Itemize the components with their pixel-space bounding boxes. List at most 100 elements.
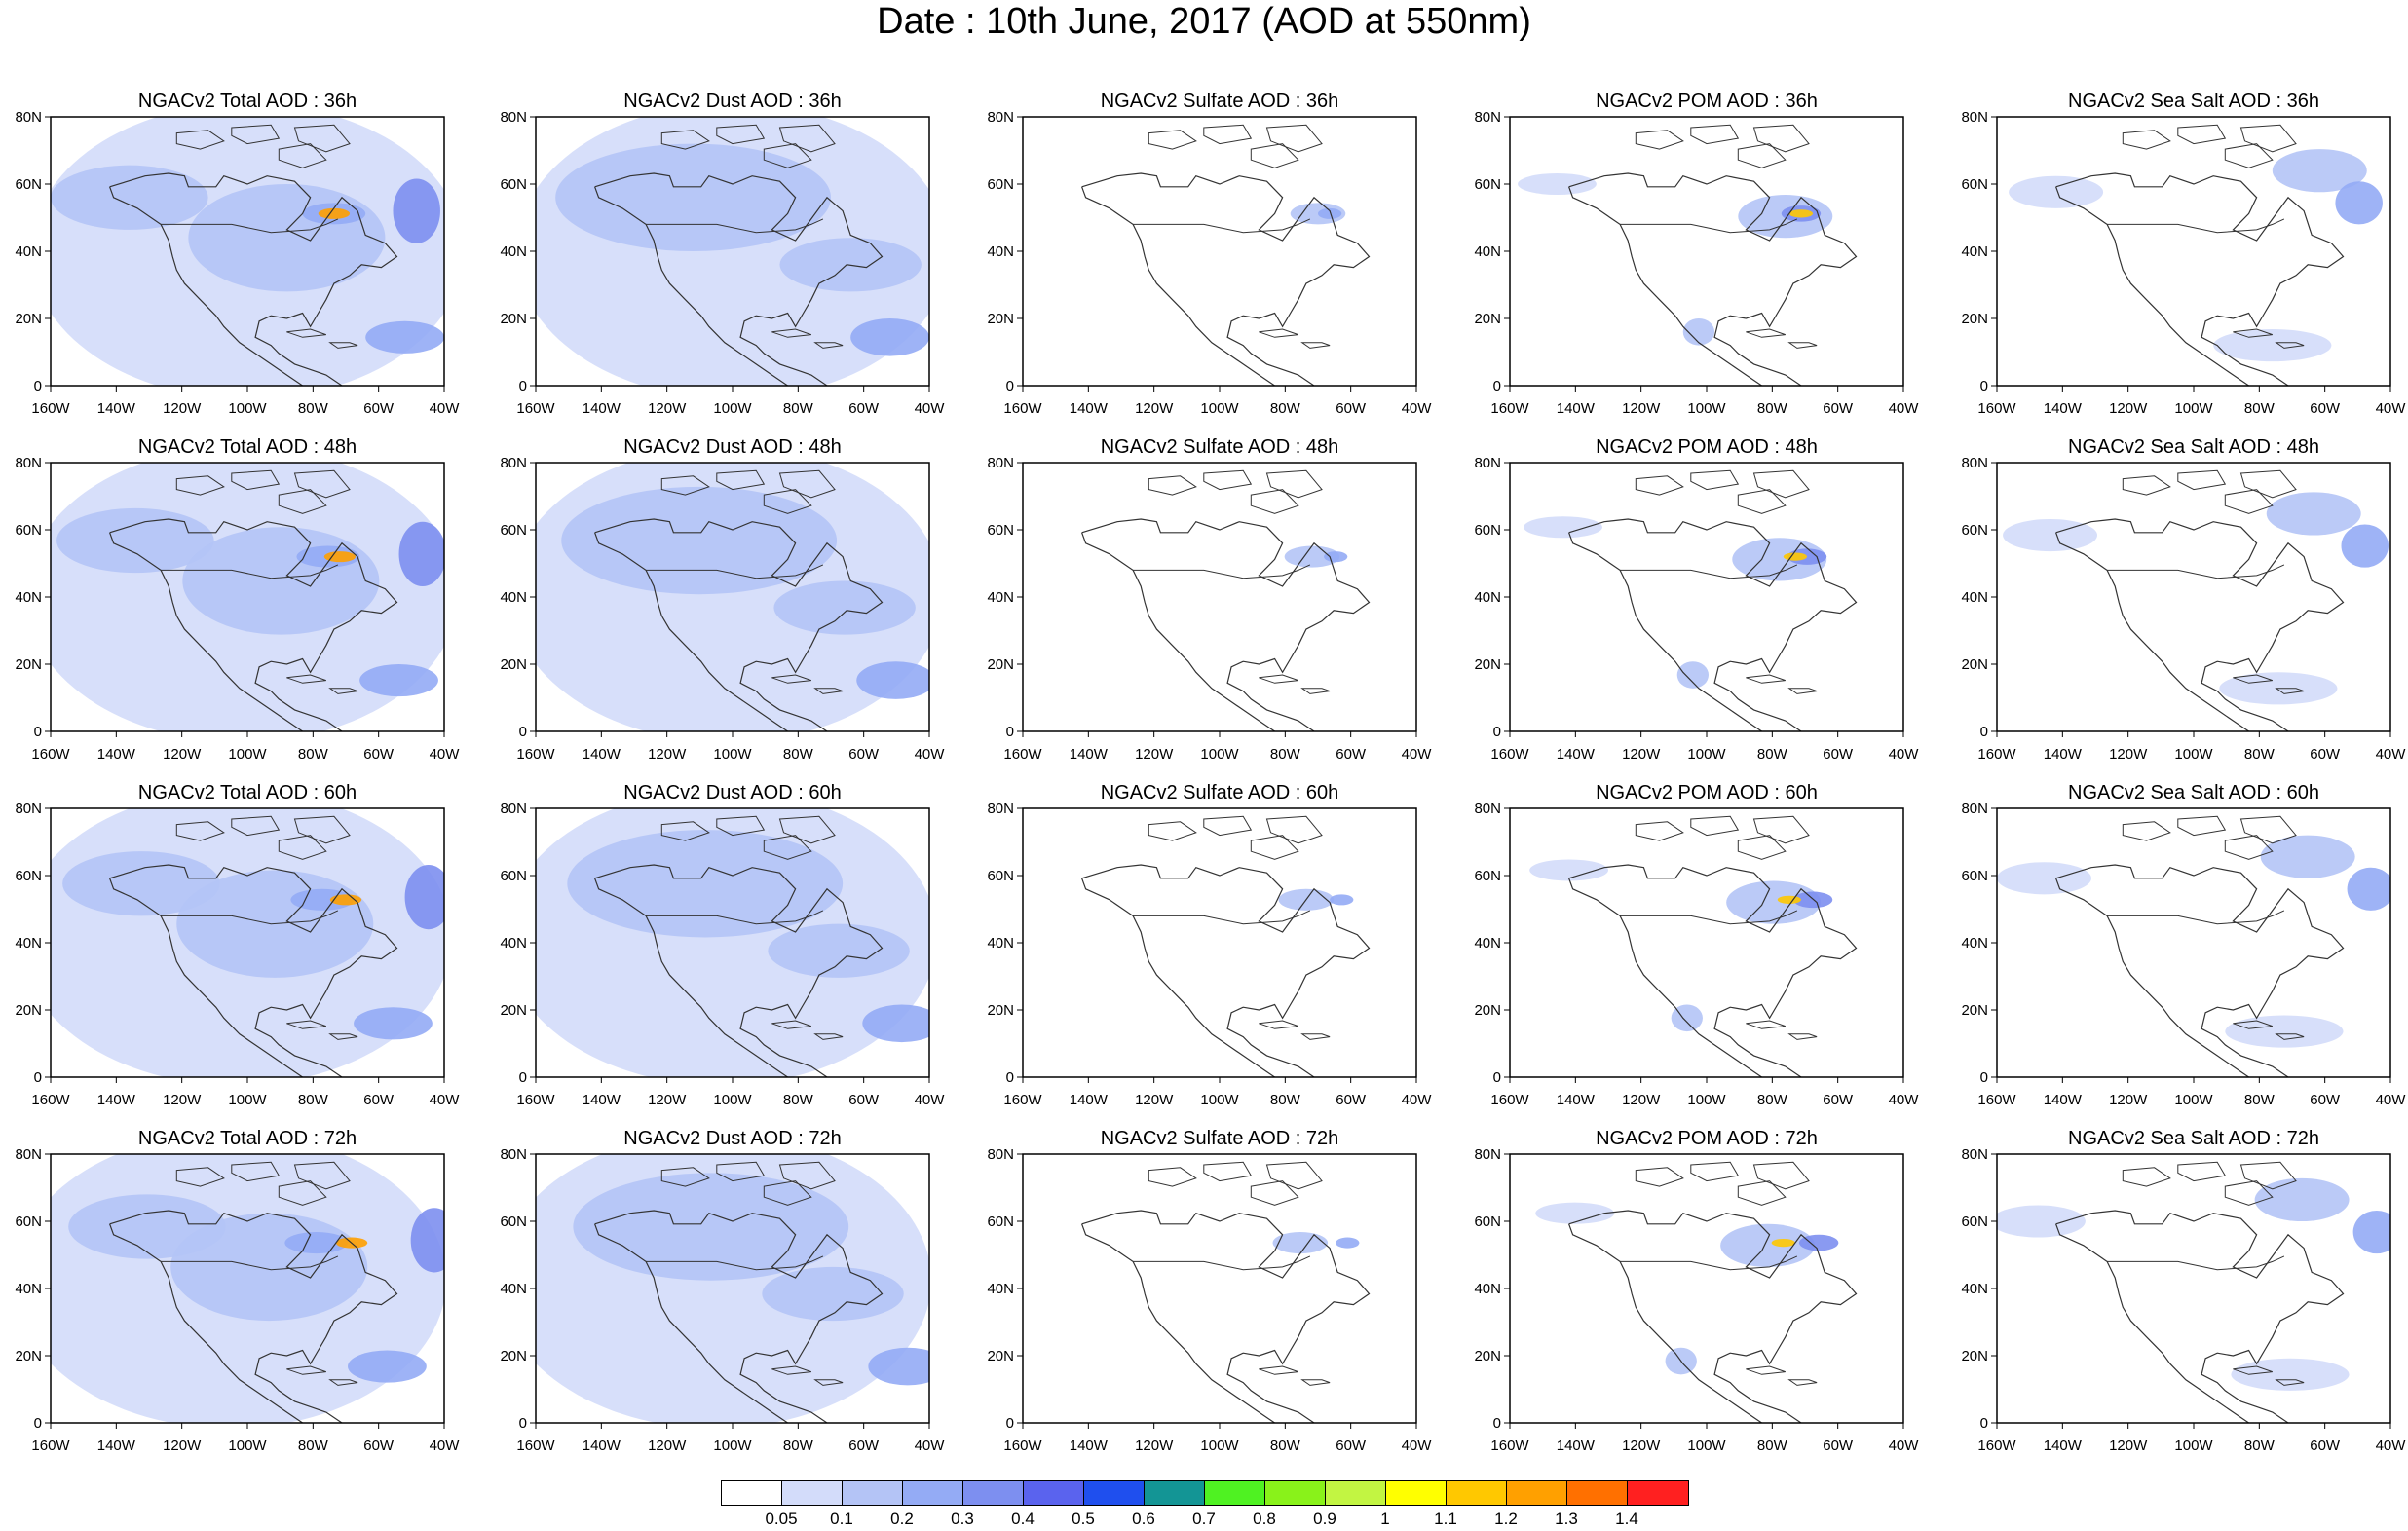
lat-tick-label: 0	[1493, 1069, 1501, 1086]
panel-title: NGACv2 Sulfate AOD : 60h	[1101, 782, 1339, 803]
aod-shading	[1783, 552, 1808, 561]
aod-shading	[1518, 172, 1597, 196]
aod-shading	[410, 1208, 444, 1273]
lat-tick-label: 0	[1006, 1069, 1014, 1086]
aod-shading	[1535, 1202, 1615, 1224]
island-outline	[1148, 821, 1197, 841]
island-outline	[175, 475, 225, 496]
lon-tick-label: 160W	[31, 746, 70, 763]
aod-shading	[1726, 880, 1822, 924]
lon-tick-label: 140W	[1070, 746, 1109, 763]
lon-tick-label: 60W	[2310, 1092, 2341, 1108]
aod-shading	[573, 1173, 849, 1281]
lat-tick-label: 60N	[987, 176, 1014, 193]
island-outline	[716, 124, 766, 145]
lon-tick-label: 140W	[1070, 1092, 1109, 1108]
aod-shading	[768, 923, 910, 978]
island-outline	[1752, 124, 1810, 153]
island-outline	[1746, 328, 1786, 338]
lon-tick-label: 160W	[1003, 1092, 1042, 1108]
island-outline	[1250, 835, 1299, 860]
coastline	[2055, 1210, 2345, 1423]
lon-tick-label: 100W	[2174, 746, 2213, 763]
lon-tick-label: 100W	[713, 746, 752, 763]
aerosol-field	[536, 117, 929, 386]
aod-shading	[567, 830, 844, 938]
country-border	[1133, 218, 1311, 234]
colorbar-label: 0.3	[951, 1510, 974, 1528]
map-panel: NGACv2 Sea Salt AOD : 72h 80N 60N 40N 20N 0 16…	[1961, 1128, 2406, 1454]
lon-tick-label: 80W	[2244, 1092, 2276, 1108]
lon-tick-label: 140W	[583, 1092, 621, 1108]
island-outline	[286, 328, 326, 338]
lon-tick-label: 160W	[1490, 746, 1529, 763]
aod-shading	[1788, 209, 1814, 218]
lat-tick-label: 0	[1006, 1415, 1014, 1432]
lon-tick-label: 40W	[430, 1438, 461, 1454]
island-outline	[660, 1167, 710, 1187]
lat-tick-label: 0	[34, 378, 42, 394]
colorbar-box	[1084, 1481, 1145, 1505]
lon-tick-label: 160W	[1977, 1092, 2016, 1108]
island-outline	[1259, 674, 1298, 684]
lon-tick-label: 120W	[648, 1092, 687, 1108]
coastline	[1568, 864, 1858, 1077]
lat-tick-label: 40N	[500, 243, 527, 260]
colorbar-label: 0.2	[890, 1510, 914, 1528]
lon-tick-label: 160W	[1490, 1092, 1529, 1108]
island-outline	[813, 688, 844, 694]
aod-shading	[1330, 894, 1354, 906]
island-outline	[1265, 1161, 1323, 1190]
aod-shading	[323, 551, 357, 563]
lat-tick-label: 40N	[1961, 1281, 1988, 1297]
colorbar-box	[1265, 1481, 1326, 1505]
colorbar-box	[1567, 1481, 1628, 1505]
aod-shading	[2254, 1177, 2350, 1222]
lat-tick-label: 80N	[1474, 109, 1501, 126]
aod-shading	[404, 864, 444, 930]
aod-shading	[1671, 1004, 1703, 1032]
lat-tick-label: 0	[519, 1069, 527, 1086]
lon-tick-label: 100W	[1200, 1092, 1239, 1108]
lat-tick-label: 80N	[15, 801, 42, 817]
lon-tick-label: 60W	[363, 1438, 395, 1454]
lon-tick-label: 100W	[228, 746, 267, 763]
colorbar-label: 0.5	[1072, 1510, 1095, 1528]
lon-tick-label: 100W	[1200, 400, 1239, 417]
lon-tick-label: 80W	[298, 1092, 329, 1108]
island-outline	[1737, 143, 1787, 168]
lat-tick-label: 0	[1980, 378, 1988, 394]
panel-title: NGACv2 Sulfate AOD : 36h	[1101, 91, 1339, 112]
lat-tick-label: 20N	[987, 656, 1014, 673]
lat-tick-label: 60N	[15, 176, 42, 193]
lon-tick-label: 140W	[583, 400, 621, 417]
lon-tick-label: 60W	[2310, 400, 2341, 417]
coastline	[2055, 518, 2345, 731]
aod-shading	[773, 580, 916, 635]
aerosol-field	[536, 808, 929, 1077]
panel-background	[1510, 463, 1903, 731]
aerosol-field	[1081, 124, 1371, 386]
colorbar-box	[1205, 1481, 1265, 1505]
island-outline	[778, 469, 836, 499]
coastline	[1081, 878, 1275, 1077]
aerosol-field	[1518, 124, 1858, 386]
aod-shading	[1318, 207, 1342, 219]
lon-tick-label: 60W	[363, 746, 395, 763]
coastline	[1568, 186, 1762, 386]
lon-tick-label: 120W	[1622, 1092, 1661, 1108]
lat-tick-label: 40N	[1961, 243, 1988, 260]
lat-tick-label: 0	[1006, 724, 1014, 740]
island-outline	[2275, 1033, 2305, 1040]
island-outline	[2177, 124, 2227, 145]
lat-tick-label: 80N	[500, 455, 527, 471]
colorbar-box	[1507, 1481, 1567, 1505]
lon-tick-label: 160W	[1003, 1438, 1042, 1454]
lat-tick-label: 20N	[1961, 656, 1988, 673]
island-outline	[716, 469, 766, 491]
island-outline	[1737, 1180, 1787, 1206]
lat-tick-label: 60N	[1474, 176, 1501, 193]
colorbar-box	[843, 1481, 903, 1505]
island-outline	[1737, 489, 1787, 514]
island-outline	[1752, 1161, 1810, 1190]
